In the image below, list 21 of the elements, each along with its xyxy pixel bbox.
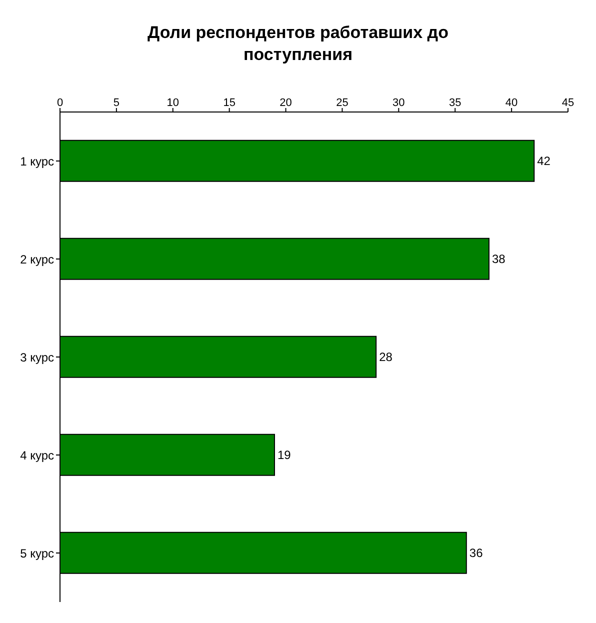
x-tick-label: 25 bbox=[336, 97, 348, 109]
data-label: 28 bbox=[379, 350, 393, 364]
x-tick-label: 40 bbox=[505, 97, 518, 109]
x-tick-label: 0 bbox=[56, 97, 64, 109]
x-tick-label: 15 bbox=[223, 97, 236, 109]
x-tick-label: 35 bbox=[448, 97, 462, 109]
x-tick-label: 30 bbox=[392, 97, 405, 109]
data-label: 19 bbox=[277, 448, 292, 462]
x-tick-label: 10 bbox=[166, 97, 180, 109]
x-tick-label: 5 bbox=[113, 97, 120, 109]
y-tick-label: 1 курс bbox=[20, 154, 54, 168]
x-tick-label: 20 bbox=[280, 97, 292, 109]
data-label: 36 bbox=[469, 546, 484, 560]
y-tick-label: 4 курс bbox=[20, 448, 54, 462]
y-tick-label: 3 курс bbox=[20, 350, 54, 364]
x-tick-label: 45 bbox=[562, 97, 574, 109]
y-tick-label: 5 курс bbox=[20, 546, 54, 560]
data-label: 38 bbox=[492, 252, 506, 266]
chart-title: Доли респондентов работавших до поступления bbox=[146, 22, 450, 66]
y-tick-label: 2 курс bbox=[20, 252, 54, 266]
data-label: 42 bbox=[537, 154, 551, 168]
